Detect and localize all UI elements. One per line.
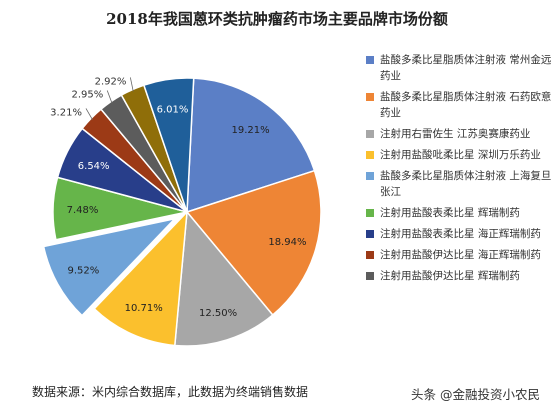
slice-label: 9.52% xyxy=(68,266,100,277)
legend-swatch xyxy=(366,56,374,64)
pie-slice xyxy=(93,209,188,347)
legend-swatch xyxy=(366,93,374,101)
legend-swatch xyxy=(366,172,374,180)
slice-label: 10.71% xyxy=(125,303,163,314)
label-leader-line xyxy=(129,77,134,92)
label-leader-line xyxy=(106,90,113,104)
legend-label: 注射用右雷佐生 江苏奥赛康药业 xyxy=(380,128,531,140)
legend-swatch xyxy=(366,130,374,138)
pie-slice xyxy=(173,210,274,347)
legend-label: 注射用盐酸伊达比星 辉瑞制药 xyxy=(380,270,520,282)
legend-swatch xyxy=(366,251,374,259)
slice-label: 3.21% xyxy=(50,107,82,118)
slice-label: 12.50% xyxy=(199,308,237,319)
legend-item: 注射用盐酸吡柔比星 深圳万乐药业 xyxy=(366,147,552,163)
legend-item: 盐酸多柔比星脂质体注射液 上海复旦张江 xyxy=(366,168,552,200)
legend-label: 盐酸多柔比星脂质体注射液 上海复旦张江 xyxy=(380,170,552,198)
legend-item: 注射用盐酸伊达比星 辉瑞制药 xyxy=(366,268,552,284)
slice-label: 7.48% xyxy=(67,205,99,216)
legend-item: 注射用盐酸伊达比星 海正辉瑞制药 xyxy=(366,247,552,263)
pie-slice xyxy=(42,217,177,317)
legend-label: 盐酸多柔比星脂质体注射液 常州金远药业 xyxy=(380,54,552,82)
legend-item: 注射用盐酸表柔比星 海正辉瑞制药 xyxy=(366,226,552,242)
slice-label: 2.92% xyxy=(95,76,127,87)
legend-swatch xyxy=(366,151,374,159)
legend-item: 注射用盐酸表柔比星 辉瑞制药 xyxy=(366,205,552,221)
slice-label: 6.54% xyxy=(78,161,110,172)
chart-title: 2018年我国蒽环类抗肿瘤药市场主要品牌市场份额 xyxy=(106,10,448,28)
slice-label: 6.01% xyxy=(157,104,189,115)
pie-slice xyxy=(185,169,322,317)
legend-label: 注射用盐酸表柔比星 辉瑞制药 xyxy=(380,207,520,219)
legend-swatch xyxy=(366,230,374,238)
legend-item: 盐酸多柔比星脂质体注射液 石药欧意药业 xyxy=(366,89,552,121)
legend-label: 注射用盐酸伊达比星 海正辉瑞制药 xyxy=(380,249,541,261)
pie-slice xyxy=(142,77,195,213)
legend-label: 注射用盐酸吡柔比星 深圳万乐药业 xyxy=(380,149,541,161)
legend-swatch xyxy=(366,209,374,217)
legend-label: 盐酸多柔比星脂质体注射液 石药欧意药业 xyxy=(380,91,552,119)
data-source-note: 数据来源：米内综合数据库，此数据为终端销售数据 xyxy=(32,385,309,399)
legend-item: 盐酸多柔比星脂质体注射液 常州金远药业 xyxy=(366,52,552,84)
slice-label: 19.21% xyxy=(231,125,269,136)
legend-item: 注射用右雷佐生 江苏奥赛康药业 xyxy=(366,126,552,142)
legend-label: 注射用盐酸表柔比星 海正辉瑞制药 xyxy=(380,228,541,240)
pie-slice xyxy=(186,77,316,214)
slice-label: 18.94% xyxy=(268,237,306,248)
label-leader-line xyxy=(85,108,93,120)
watermark: 头条 @金融投资小农民 xyxy=(411,387,540,402)
legend-swatch xyxy=(366,272,374,280)
slice-label: 2.95% xyxy=(71,89,103,100)
legend: 盐酸多柔比星脂质体注射液 常州金远药业 盐酸多柔比星脂质体注射液 石药欧意药业注射… xyxy=(366,52,552,289)
